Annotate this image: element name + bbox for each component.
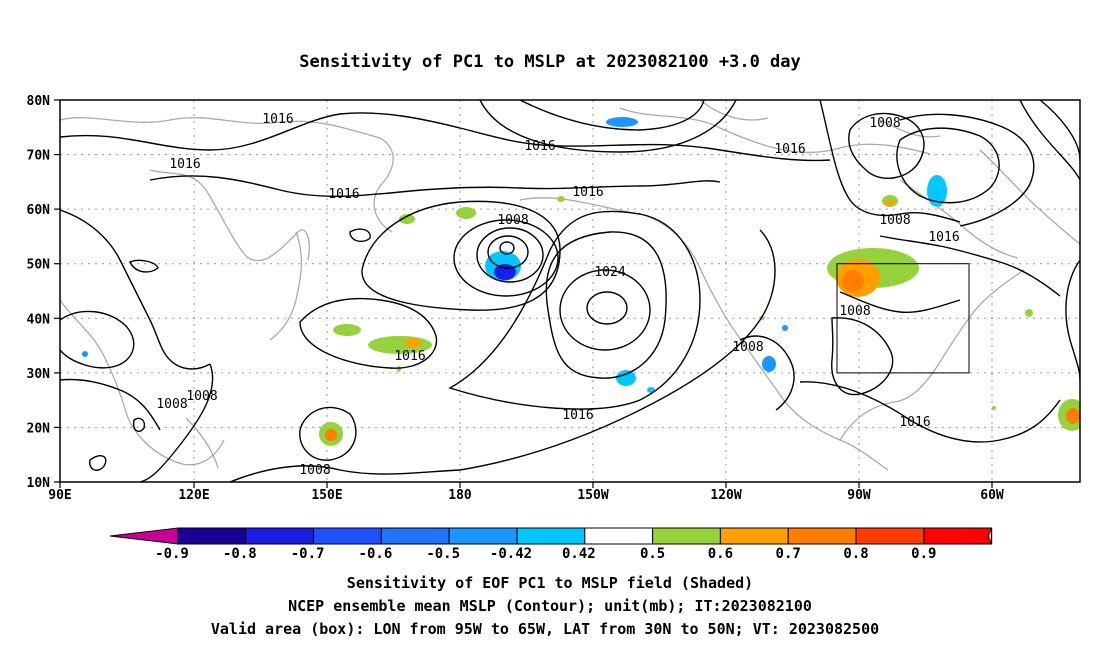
colorbar-label: 0.7 (776, 546, 801, 562)
figure-title: Sensitivity of PC1 to MSLP at 2023082100… (299, 52, 801, 72)
sensitivity-shading (82, 117, 1080, 446)
colorbar-label: 0.5 (640, 546, 665, 562)
contour-label: 1008 (497, 213, 528, 228)
lat-label: 30N (27, 367, 51, 382)
colorbar-label: -0.42 (490, 546, 532, 562)
lat-label: 60N (27, 203, 51, 218)
contour-label: 1016 (562, 408, 593, 423)
colorbar-label: 0.8 (843, 546, 868, 562)
colorbar-label: -0.5 (426, 546, 460, 562)
contour-label: 1016 (899, 415, 930, 430)
lat-label: 20N (27, 421, 51, 436)
colorbar-swatch (448, 527, 518, 545)
caption-line-3: Valid area (box): LON from 95W to 65W, L… (211, 620, 879, 638)
contour-label: 1008 (879, 213, 910, 228)
lat-label: 70N (27, 149, 51, 164)
colorbar-swatch (380, 527, 450, 545)
colorbar-label: -0.8 (223, 546, 257, 562)
colorbar-swatch (719, 527, 789, 545)
contour-label: 1024 (594, 265, 625, 280)
colorbar-swatch (855, 527, 925, 545)
contour-label: 1016 (169, 157, 200, 172)
colorbar-label: -0.6 (359, 546, 393, 562)
axis-ticks (54, 99, 993, 488)
contour-label: 1008 (732, 340, 763, 355)
contour-label: 1008 (299, 463, 330, 478)
contour-label: 1008 (869, 116, 900, 131)
colorbar-swatch (923, 527, 993, 545)
colorbar (109, 527, 993, 545)
colorbar-label: -0.7 (291, 546, 325, 562)
caption-line-1: Sensitivity of EOF PC1 to MSLP field (Sh… (347, 574, 753, 592)
coastlines (60, 100, 1080, 471)
lon-axis-labels: 90E 120E 150E 180 150W 120W 90W 60W (48, 488, 1004, 503)
lon-label: 120W (710, 488, 741, 503)
contour-label: 1016 (262, 112, 293, 127)
lon-label: 180 (448, 488, 472, 503)
lat-label: 50N (27, 258, 51, 273)
colorbar-swatch (245, 527, 315, 545)
contour-label: 1008 (186, 389, 217, 404)
colorbar-label: 0.6 (708, 546, 733, 562)
lon-label: 120E (178, 488, 209, 503)
colorbar-label: -0.9 (155, 546, 189, 562)
lat-label: 10N (27, 476, 51, 491)
colorbar-swatch (584, 527, 654, 545)
lat-axis-labels: 80N 70N 60N 50N 40N 30N 20N 10N (27, 94, 51, 491)
contour-label: 1008 (839, 304, 870, 319)
colorbar-swatch (516, 527, 586, 545)
contour-label: 1016 (394, 349, 425, 364)
lat-label: 40N (27, 312, 51, 327)
caption-line-2: NCEP ensemble mean MSLP (Contour); unit(… (288, 597, 812, 615)
valid-area-box (836, 263, 970, 374)
lon-label: 90W (847, 488, 871, 503)
contour-label: 1016 (328, 187, 359, 202)
colorbar-end-low (109, 527, 179, 545)
mslp-contours (60, 100, 1080, 482)
lat-label: 80N (27, 94, 51, 109)
contour-label: 1016 (524, 139, 555, 154)
contour-label: 1016 (572, 185, 603, 200)
lon-label: 60W (980, 488, 1004, 503)
map-frame (59, 99, 1081, 483)
lon-label: 90E (48, 488, 71, 503)
lon-label: 150E (311, 488, 342, 503)
lon-label: 150W (577, 488, 608, 503)
colorbar-labels: -0.9 -0.8 -0.7 -0.6 -0.5 -0.42 0.42 0.5 0.6 0.7 0.… (155, 546, 936, 562)
colorbar-label: 0.42 (562, 546, 596, 562)
colorbar-swatch (652, 527, 721, 545)
colorbar-end-high (987, 527, 993, 545)
contour-label: 1008 (156, 397, 187, 412)
lat-lon-grid (60, 100, 1080, 482)
colorbar-swatch (177, 527, 247, 545)
contour-labels: 1016 1016 1016 1016 1016 1016 1008 1016 … (156, 112, 959, 478)
contour-label: 1016 (928, 230, 959, 245)
colorbar-label: 0.9 (911, 546, 936, 562)
colorbar-swatch (313, 527, 382, 545)
colorbar-swatch (787, 527, 857, 545)
contour-label: 1016 (774, 142, 805, 157)
